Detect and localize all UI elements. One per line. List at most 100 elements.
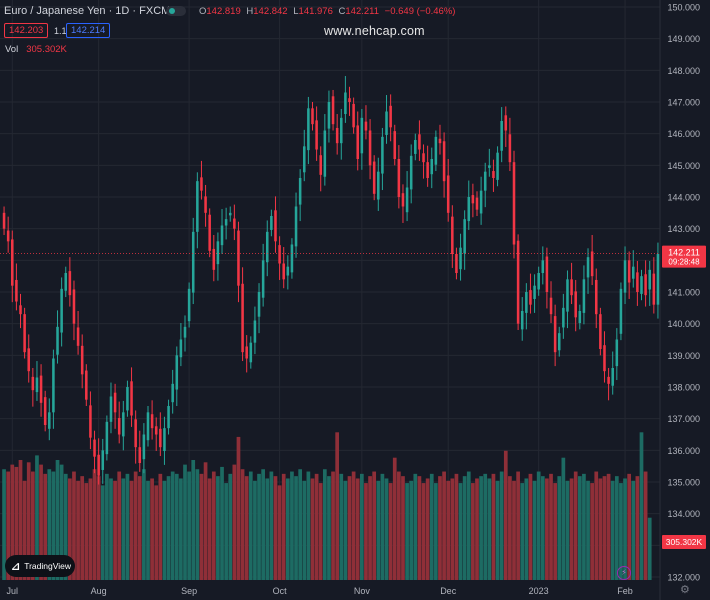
candle-body <box>335 127 339 144</box>
candle-body <box>418 134 421 150</box>
tradingview-logo[interactable]: ⊿ TradingView <box>5 555 75 577</box>
volume-bar <box>561 457 566 580</box>
volume-bar <box>257 473 261 580</box>
candle-body <box>126 387 129 411</box>
candle-body <box>574 291 577 318</box>
volume-bar <box>179 478 183 580</box>
candle-body <box>648 269 651 290</box>
volume-bar <box>454 473 459 580</box>
candle-body <box>261 260 265 298</box>
volume-bar <box>285 478 290 580</box>
volume-bar <box>88 478 93 580</box>
gear-icon[interactable]: ⚙ <box>680 584 690 596</box>
candle-body <box>282 263 285 280</box>
candle-body <box>627 260 631 283</box>
volume-bar <box>594 471 599 580</box>
volume-bar <box>462 476 467 580</box>
price-tick-label: 146.000 <box>667 129 700 139</box>
candle-body <box>356 125 360 159</box>
candle-body <box>397 159 401 197</box>
candle-body <box>200 177 203 191</box>
candle-body <box>134 419 137 448</box>
volume-bar <box>47 469 52 580</box>
volume-legend[interactable]: Vol 305.302K <box>5 44 67 55</box>
open-value: 142.819 <box>206 6 241 17</box>
candle-body <box>500 121 503 151</box>
volume-bar <box>549 473 553 580</box>
candle-body <box>520 311 524 330</box>
volume-bar <box>503 450 508 580</box>
candle-body <box>183 326 187 338</box>
time-axis[interactable]: Jul Aug Sep Oct Nov Dec 2023 Feb <box>7 586 633 596</box>
volume-bar <box>409 480 414 580</box>
candle-body <box>619 288 623 334</box>
candle-body <box>578 311 582 324</box>
candle-body <box>43 397 47 425</box>
volume-bar <box>536 471 541 580</box>
time-tick-label: 2023 <box>529 586 549 596</box>
candle-body <box>381 136 384 174</box>
volume-bar <box>434 483 438 580</box>
candle-body <box>533 285 536 299</box>
price-tick-label: 143.000 <box>667 224 700 234</box>
candle-body <box>2 212 6 229</box>
ask-button[interactable]: 142.214 <box>66 23 111 38</box>
candle-body <box>516 240 520 324</box>
candle-body <box>389 105 392 128</box>
price-tick-label: 135.000 <box>667 478 700 488</box>
candle-body <box>278 245 281 264</box>
volume-bar <box>253 480 257 580</box>
high-value: 142.842 <box>253 6 288 17</box>
candle-body <box>31 376 35 391</box>
price-axis[interactable]: 150.000 149.000 148.000 147.000 146.000 145.0… <box>659 0 700 600</box>
change-value: −0.649 (−0.46%) <box>384 6 456 17</box>
close-label: C <box>338 6 346 17</box>
candle-body <box>438 138 442 144</box>
bid-button[interactable]: 142.203 <box>4 23 49 38</box>
candle-body <box>138 447 142 463</box>
volume-bar <box>195 469 200 580</box>
candle-body <box>249 342 253 363</box>
volume-bar <box>113 480 117 580</box>
spread-value: 1.1 <box>54 26 67 36</box>
volume-bar <box>343 480 348 580</box>
volume-bar <box>2 469 6 580</box>
candle-body <box>471 195 475 204</box>
volume-bar <box>372 471 377 580</box>
volume-bar <box>623 478 627 580</box>
symbol-title[interactable]: Euro / Japanese Yen · 1D · FXCM <box>4 5 171 17</box>
candle-body <box>253 320 257 343</box>
volume-bar <box>425 478 430 580</box>
candle-body <box>442 141 446 182</box>
candle-body <box>504 115 508 131</box>
candle-body <box>159 428 162 448</box>
candle-body <box>525 292 528 313</box>
volume-label: Vol <box>5 44 19 55</box>
candle-body <box>340 117 343 144</box>
candle-body <box>224 219 228 226</box>
candle-body <box>348 98 351 102</box>
time-tick-label: Feb <box>617 586 633 596</box>
volume-bar <box>154 485 159 580</box>
volume-bar <box>273 476 278 580</box>
candle-body <box>237 230 240 286</box>
price-tick-label: 138.000 <box>667 383 700 393</box>
volume-bar <box>466 471 471 580</box>
candle-body <box>377 171 380 200</box>
volume-bar <box>224 483 228 580</box>
toggle-icon[interactable] <box>166 6 186 16</box>
volume-bar <box>540 476 545 580</box>
bolt-icon[interactable]: ⚡ <box>617 566 631 580</box>
volume-bar <box>586 480 590 580</box>
candle-body <box>6 230 10 242</box>
candle-body <box>64 273 68 291</box>
candle-body <box>409 155 413 190</box>
volume-bar <box>269 471 274 580</box>
volume-bar <box>627 473 632 580</box>
volume-bar <box>471 483 475 580</box>
candle-body <box>496 152 499 180</box>
candle-body <box>405 187 409 213</box>
volume-bar <box>174 473 179 580</box>
candle-body <box>11 239 14 286</box>
